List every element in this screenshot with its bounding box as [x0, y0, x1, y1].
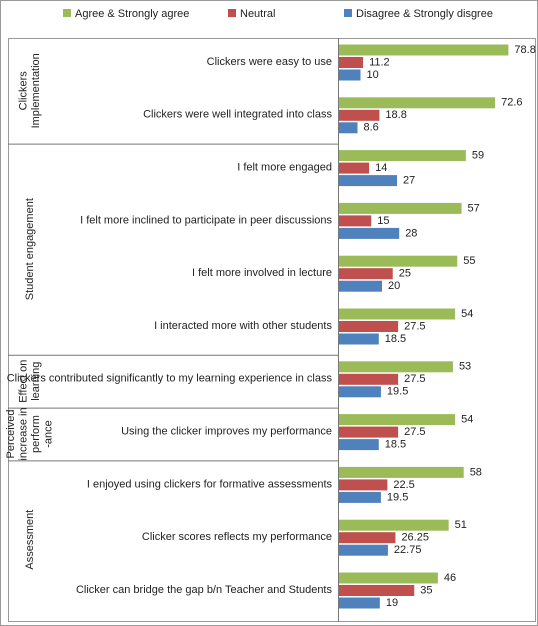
group-label: learning [30, 362, 42, 401]
bar [339, 572, 438, 584]
data-label: 26.25 [401, 532, 429, 544]
bar [339, 597, 380, 609]
data-label: 22.5 [393, 479, 414, 491]
category-label: Clickers were easy to use [207, 56, 332, 68]
bar [339, 585, 415, 596]
data-label: 20 [388, 280, 400, 292]
data-label: 46 [444, 572, 456, 584]
category-label: Clickers contributed significantly to my… [7, 373, 333, 385]
category-label: Clicker scores reflects my performance [142, 531, 332, 543]
data-label: 78.8 [514, 44, 535, 56]
group-label: Clickers [18, 71, 30, 111]
bar [339, 466, 464, 478]
bar [339, 69, 361, 81]
bar [339, 426, 399, 438]
group-label: Implementation [30, 53, 42, 128]
data-label: 18.5 [385, 333, 406, 345]
bar [339, 439, 379, 451]
data-label: 14 [375, 162, 387, 174]
category-label: I enjoyed using clickers for formative a… [87, 478, 333, 490]
data-label: 54 [461, 414, 473, 426]
bar [339, 150, 466, 162]
category-label: I felt more engaged [237, 162, 332, 174]
category-label: Clicker can bridge the gap b/n Teacher a… [76, 584, 333, 596]
data-label: 18.8 [385, 109, 406, 121]
data-label: 25 [399, 268, 411, 280]
data-label: 27.5 [404, 320, 425, 332]
data-label: 22.75 [394, 544, 422, 556]
bar [339, 268, 393, 280]
data-label: 27.5 [404, 373, 425, 385]
group-label: Student engagement [24, 198, 36, 300]
bar [339, 333, 379, 345]
group-label: -ance [43, 420, 55, 448]
data-label: 15 [377, 215, 389, 227]
legend-label: Disagree & Strongly disgree [356, 8, 493, 20]
bar [339, 519, 449, 531]
data-label: 27 [403, 175, 415, 187]
category-label: Using the clicker improves my performanc… [121, 426, 332, 438]
data-label: 28 [405, 227, 417, 239]
group-label: increase in [18, 407, 30, 460]
data-label: 19.5 [387, 386, 408, 398]
plot-frame [8, 38, 536, 622]
bar [339, 308, 456, 320]
legend-swatch [228, 9, 236, 17]
legend-swatch [63, 9, 71, 17]
data-label: 27.5 [404, 426, 425, 438]
bar [339, 97, 496, 109]
bar [339, 544, 388, 556]
category-label: I felt more involved in lecture [192, 267, 332, 279]
bar [339, 175, 398, 187]
category-label: Clickers were well integrated into class [143, 109, 332, 121]
group-label: perform [30, 415, 42, 453]
group-label: Assessment [24, 510, 36, 570]
bar [339, 227, 400, 239]
group-label: Effect on [18, 360, 30, 403]
group-label: Perceived [5, 410, 17, 459]
data-label: 59 [472, 150, 484, 162]
data-label: 55 [463, 255, 475, 267]
legend-label: Neutral [240, 8, 275, 20]
data-label: 35 [420, 584, 432, 596]
data-label: 8.6 [363, 122, 378, 134]
data-label: 54 [461, 308, 473, 320]
data-label: 72.6 [501, 97, 522, 109]
bar [339, 479, 388, 491]
bar [339, 215, 372, 227]
bar [339, 532, 396, 544]
data-label: 58 [470, 466, 482, 478]
data-label: 19 [386, 597, 398, 609]
legend-swatch [344, 9, 352, 17]
bar [339, 57, 364, 68]
bar [339, 386, 381, 398]
data-label: 11.2 [369, 56, 390, 68]
data-label: 57 [468, 202, 480, 214]
bar [339, 255, 458, 267]
category-label: I interacted more with other students [154, 320, 332, 332]
bar [339, 491, 381, 503]
data-label: 51 [455, 519, 467, 531]
bar [339, 373, 399, 385]
legend-label: Agree & Strongly agree [75, 8, 189, 20]
data-label: 19.5 [387, 491, 408, 503]
bar [339, 162, 370, 174]
data-label: 10 [367, 69, 379, 81]
bar [339, 361, 453, 373]
data-label: 18.5 [385, 439, 406, 451]
bar [339, 202, 462, 214]
bar [339, 44, 509, 56]
data-label: 53 [459, 361, 471, 373]
bar [339, 109, 380, 121]
category-label: I felt more inclined to participate in p… [80, 214, 332, 226]
bar [339, 321, 399, 332]
bar [339, 280, 382, 292]
bar [339, 414, 456, 426]
bar [339, 122, 358, 134]
